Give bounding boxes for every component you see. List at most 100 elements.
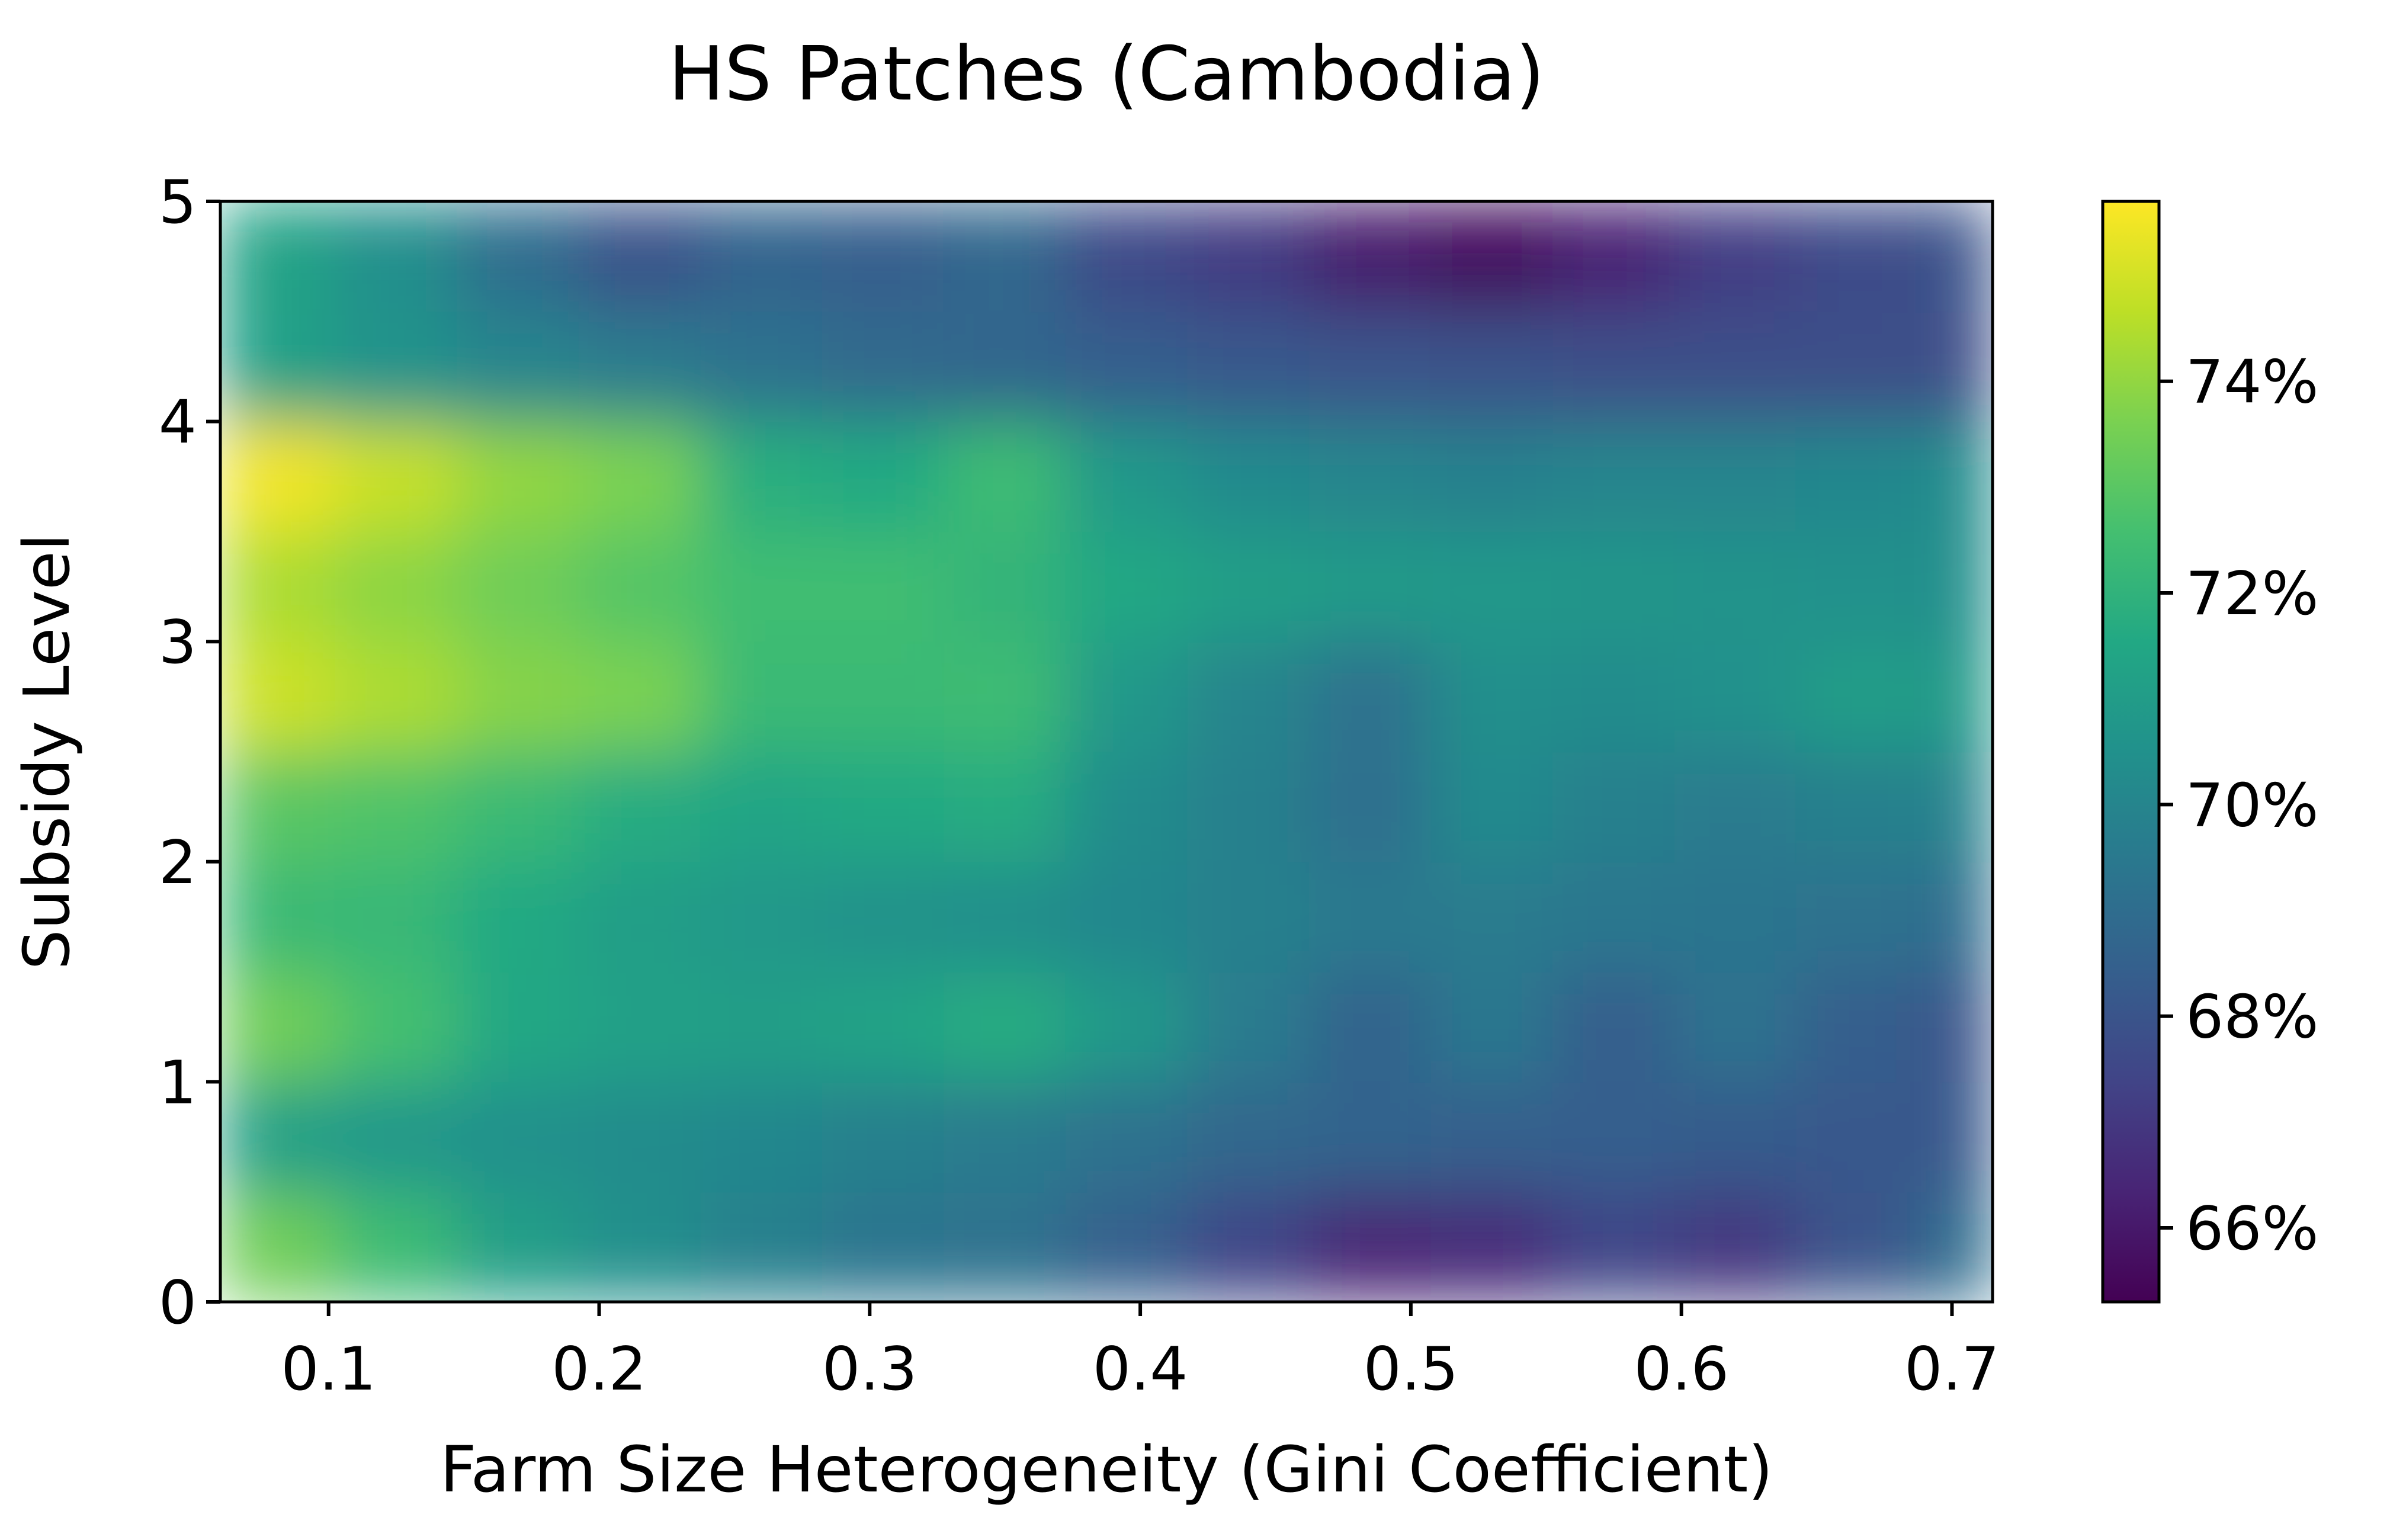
- heatmap-cell: [1187, 531, 1310, 643]
- heatmap-cell: [943, 1081, 1067, 1193]
- heatmap-cell: [1917, 421, 1993, 532]
- heatmap-cell: [220, 971, 336, 1083]
- heatmap-cell: [456, 531, 580, 643]
- heatmap-cell: [1430, 971, 1554, 1083]
- heatmap-cell: [822, 641, 945, 752]
- heatmap-cell: [1308, 310, 1432, 422]
- y-tick-label: 2: [159, 827, 197, 897]
- heatmap-cell: [1187, 751, 1310, 862]
- heatmap-cell: [1552, 421, 1676, 532]
- heatmap-cell: [1065, 971, 1189, 1083]
- heatmap-cell: [1917, 971, 1993, 1083]
- heatmap-cell: [1430, 310, 1554, 422]
- heatmap-cell: [1187, 861, 1310, 973]
- heatmap-cell: [1917, 641, 1993, 752]
- y-axis: 0 1 2 3 4 5: [159, 167, 220, 1337]
- heatmap-cell: [822, 421, 945, 532]
- colorbar-gradient: [2103, 201, 2159, 1302]
- heatmap-cell: [943, 1191, 1067, 1302]
- heatmap-cell: [1674, 1081, 1797, 1193]
- heatmap-cell: [1917, 201, 1993, 312]
- heatmap-cell: [1308, 641, 1432, 752]
- heatmap-cell: [700, 531, 823, 643]
- heatmap-cell: [220, 1081, 336, 1193]
- heatmap-cell: [1917, 861, 1993, 973]
- heatmap-cell: [1917, 310, 1993, 422]
- heatmap-cell: [456, 751, 580, 862]
- y-tick-label: 4: [159, 387, 197, 457]
- heatmap-cell: [456, 310, 580, 422]
- heatmap-cell: [456, 641, 580, 752]
- heatmap-cell: [1674, 531, 1797, 643]
- heatmap-cell: [335, 531, 458, 643]
- colorbar-frame: [2101, 200, 2161, 1304]
- x-axis-label: Farm Size Heterogeneity (Gini Coefficien…: [440, 1433, 1773, 1507]
- x-axis: 0.1 0.2 0.3 0.4 0.5 0.6 0.7: [281, 1302, 2000, 1404]
- heatmap-cell: [700, 641, 823, 752]
- heatmap-cell: [1065, 531, 1189, 643]
- heatmap-cell: [220, 861, 336, 973]
- heatmap-cell: [1917, 751, 1993, 862]
- heatmap-cell: [1308, 1191, 1432, 1302]
- heatmap-cell: [1795, 531, 1919, 643]
- heatmap-cell: [1308, 421, 1432, 532]
- heatmap-cell: [220, 1191, 336, 1302]
- y-tick-label: 3: [159, 607, 197, 677]
- heatmap-cell: [822, 1081, 945, 1193]
- heatmap-cell: [335, 641, 458, 752]
- heatmap-cell: [1917, 1081, 1993, 1193]
- heatmap-cell: [1308, 971, 1432, 1083]
- heatmap-cell: [700, 751, 823, 862]
- heatmap-cell: [456, 1191, 580, 1302]
- chart-title: HS Patches (Cambodia): [668, 30, 1545, 117]
- heatmap-cell: [1065, 201, 1189, 312]
- x-tick-label: 0.3: [822, 1334, 917, 1404]
- heatmap-cell: [1795, 1191, 1919, 1302]
- heatmap-cell: [700, 310, 823, 422]
- heatmap-cell: [1065, 861, 1189, 973]
- heatmap-cell: [578, 201, 701, 312]
- heatmap-cell: [578, 751, 701, 862]
- heatmap-cell: [578, 861, 701, 973]
- heatmap-cell: [1308, 201, 1432, 312]
- heatmap-cell: [1430, 1191, 1554, 1302]
- heatmap-cell: [700, 201, 823, 312]
- colorbar-tick-label: 74%: [2186, 347, 2319, 417]
- heatmap-cell: [1552, 861, 1676, 973]
- heatmap-cell: [943, 310, 1067, 422]
- colorbar-ticks: 66% 68% 70% 72% 74%: [2159, 347, 2319, 1263]
- heatmap-cell: [1430, 751, 1554, 862]
- heatmap-cell: [1795, 310, 1919, 422]
- colorbar-tick-label: 72%: [2186, 559, 2319, 628]
- heatmap-cell: [456, 1081, 580, 1193]
- heatmap-cells: [220, 201, 1993, 1302]
- heatmap-cell: [1065, 1191, 1189, 1302]
- heatmap-cell: [1552, 751, 1676, 862]
- heatmap-cell: [943, 201, 1067, 312]
- colorbar-tick-label: 66%: [2186, 1194, 2319, 1263]
- x-tick-label: 0.7: [1904, 1334, 2000, 1404]
- heatmap-cell: [578, 641, 701, 752]
- heatmap-cell: [943, 861, 1067, 973]
- heatmap-cell: [1308, 1081, 1432, 1193]
- heatmap-cell: [1430, 861, 1554, 973]
- y-tick-label: 5: [159, 167, 197, 237]
- heatmap-cell: [1917, 1191, 1993, 1302]
- colorbar-tick-label: 70%: [2186, 770, 2319, 840]
- heatmap-cell: [220, 751, 336, 862]
- heatmap-cell: [1552, 971, 1676, 1083]
- heatmap-cell: [943, 421, 1067, 532]
- heatmap-cell: [1552, 641, 1676, 752]
- heatmap-cell: [822, 751, 945, 862]
- heatmap-cell: [578, 971, 701, 1083]
- x-tick-label: 0.1: [281, 1334, 376, 1404]
- heatmap-cell: [700, 1191, 823, 1302]
- heatmap-cell: [1430, 641, 1554, 752]
- heatmap-cell: [1065, 751, 1189, 862]
- heatmap-cell: [335, 971, 458, 1083]
- heatmap-cell: [578, 531, 701, 643]
- heatmap-cell: [1308, 531, 1432, 643]
- heatmap-cell: [943, 751, 1067, 862]
- heatmap-cell: [1674, 421, 1797, 532]
- colorbar-tick-label: 68%: [2186, 982, 2319, 1052]
